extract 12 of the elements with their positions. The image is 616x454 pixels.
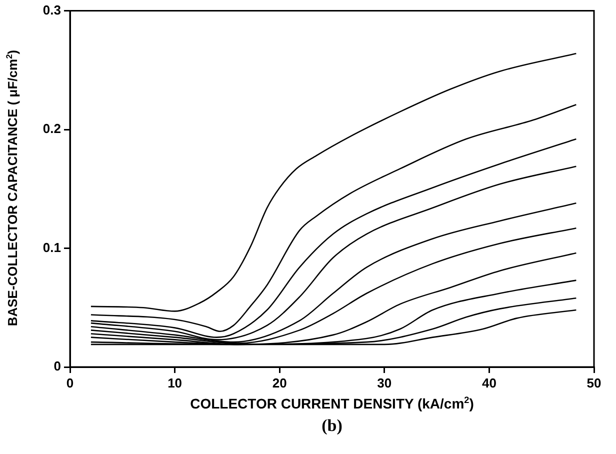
y-tick-label: 0.1: [42, 240, 61, 255]
x-tick-label: 10: [168, 375, 182, 390]
x-tick-label: 30: [377, 375, 392, 390]
y-tick-label: 0: [54, 358, 61, 374]
x-tick-label: 50: [586, 375, 602, 390]
x-tick-label: 0: [66, 375, 74, 390]
text: (b): [320, 416, 344, 436]
y-tick-label: 0.2: [42, 121, 61, 136]
y-tick-label: 0.3: [42, 2, 61, 18]
x-axis-title: COLLECTOR CURRENT DENSITY (kA/cm$^{2}$): [189, 395, 475, 412]
x-tick-label: 20: [272, 375, 287, 390]
x-tick-label: 40: [482, 375, 496, 390]
